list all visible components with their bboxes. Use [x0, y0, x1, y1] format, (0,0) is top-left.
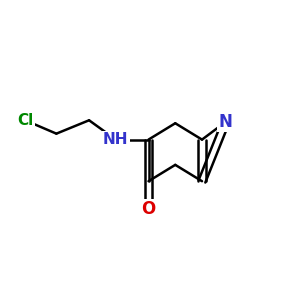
Text: N: N — [219, 113, 233, 131]
Text: Cl: Cl — [17, 113, 33, 128]
Text: NH: NH — [103, 132, 129, 147]
Text: O: O — [141, 200, 156, 218]
